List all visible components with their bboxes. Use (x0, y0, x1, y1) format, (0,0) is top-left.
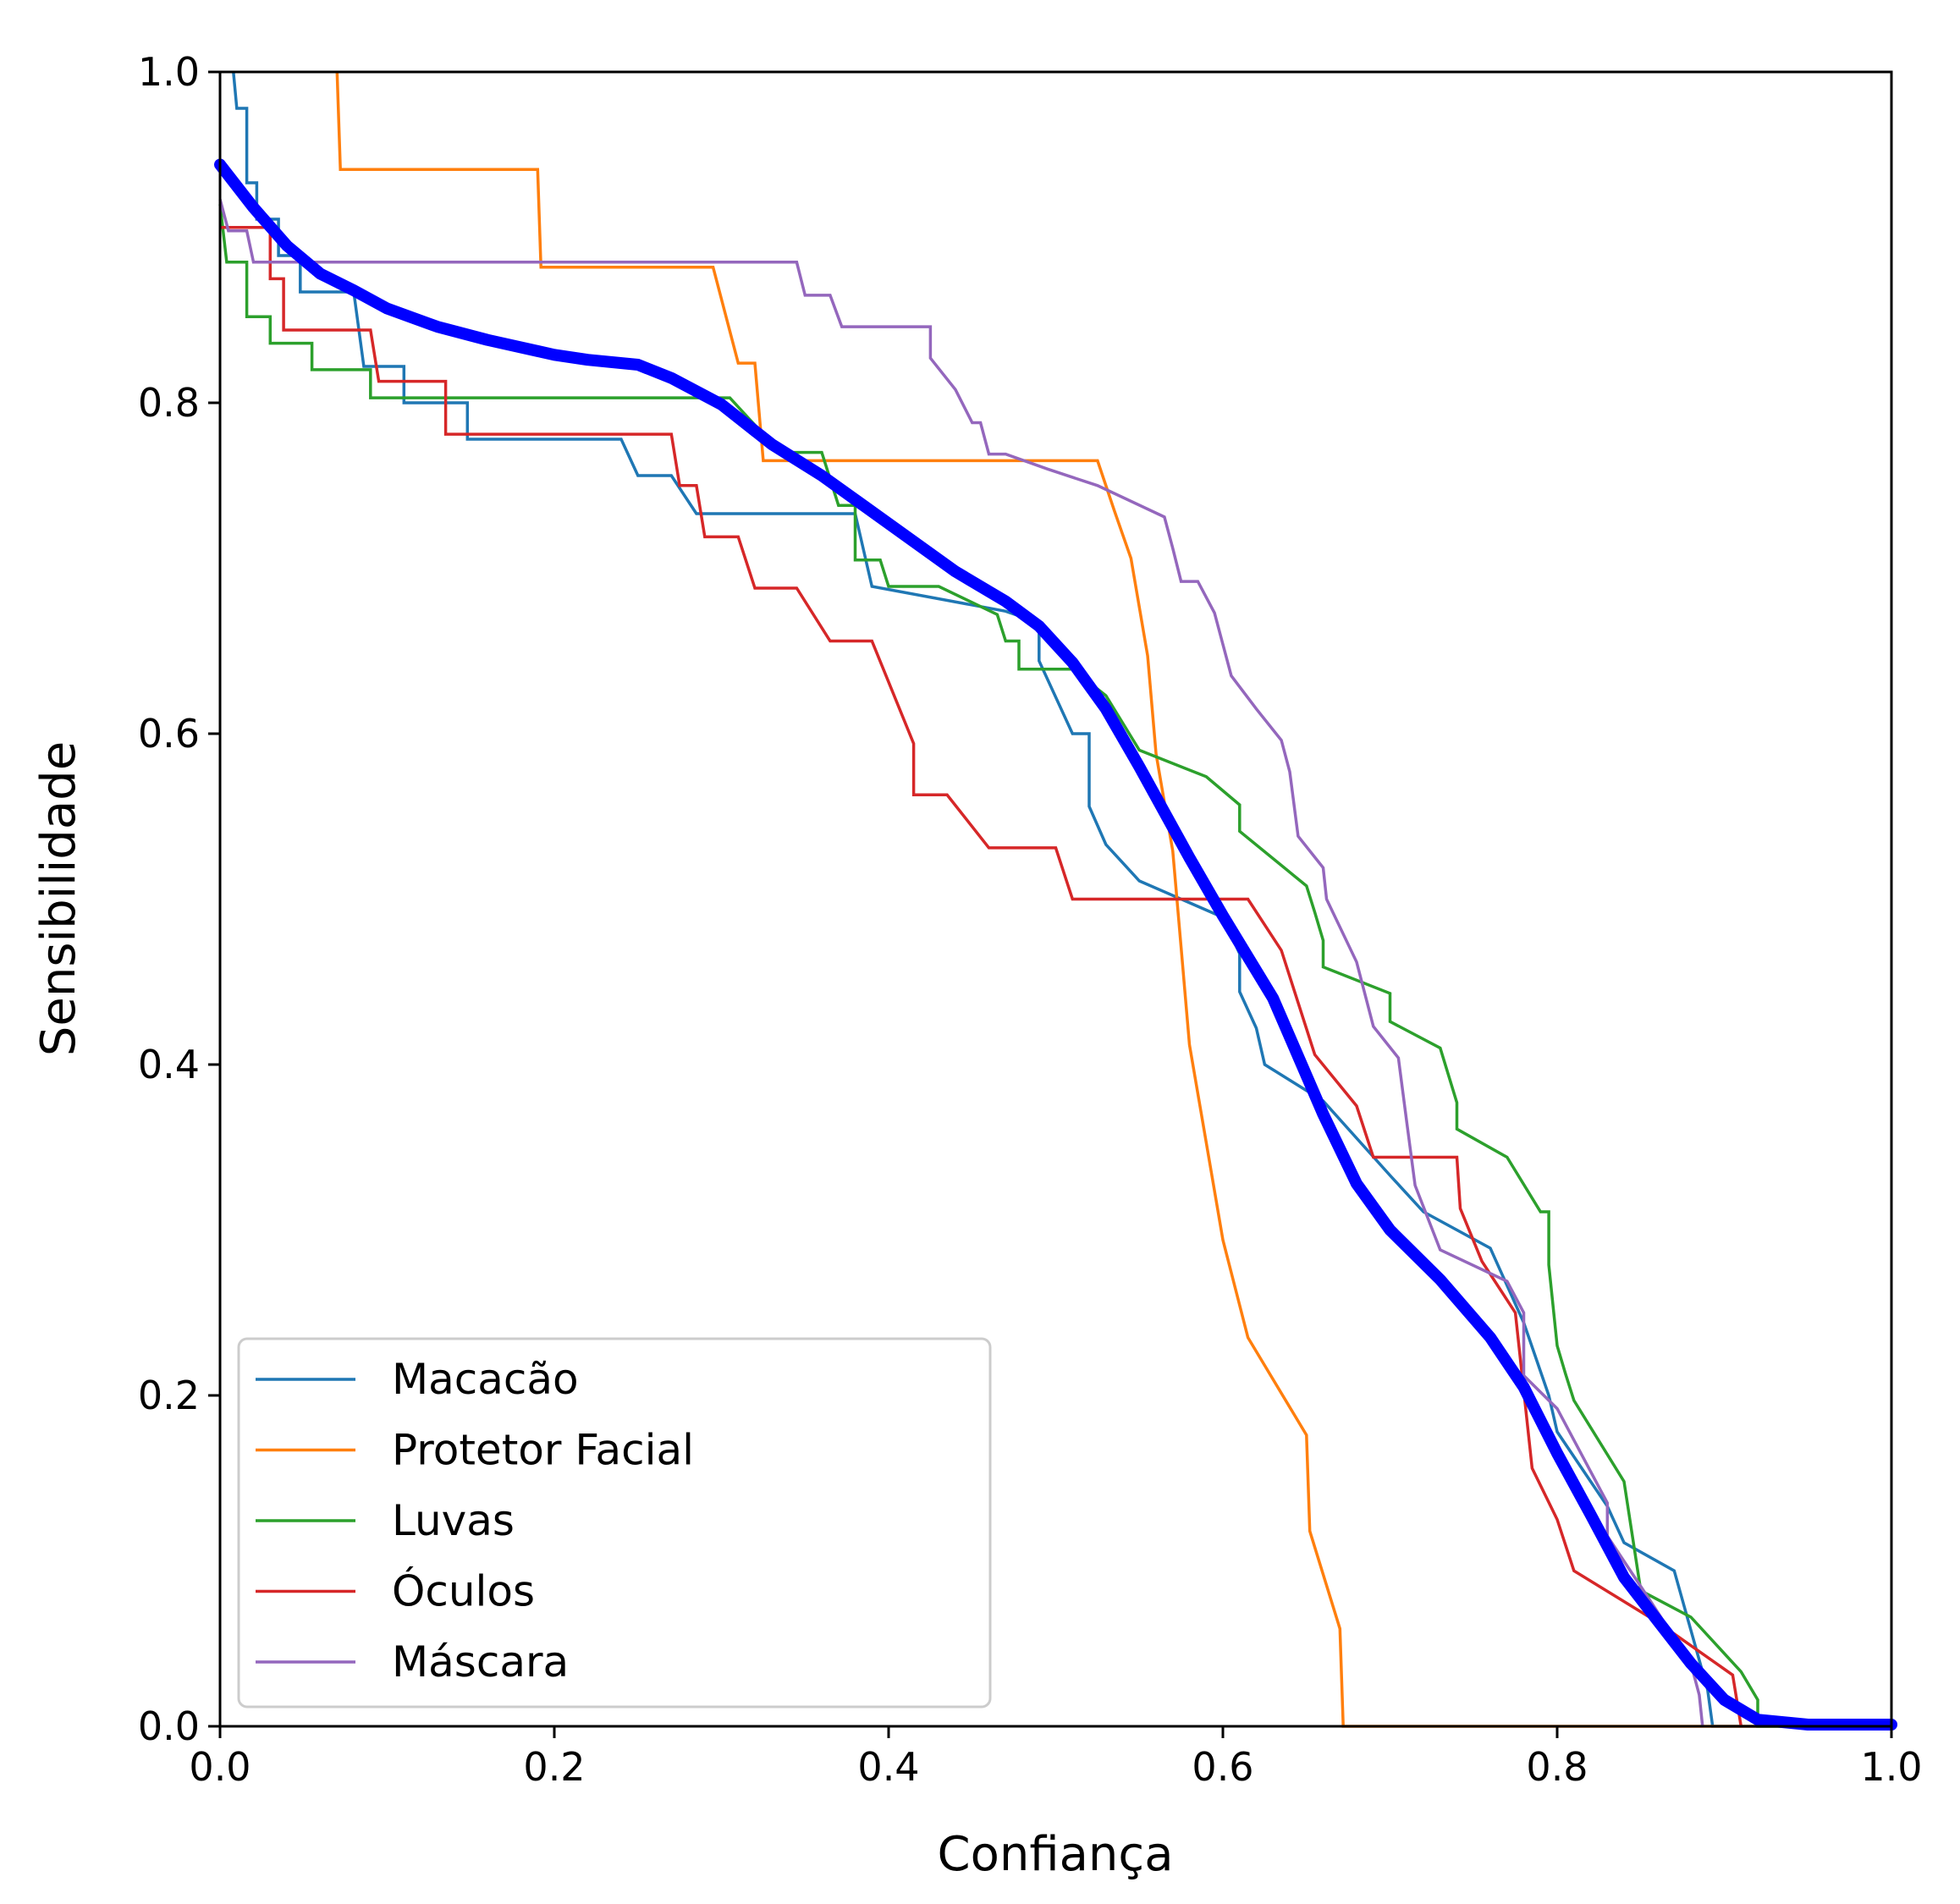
y-tick-label: 1.0 (138, 49, 200, 95)
series-line-4 (218, 199, 1704, 1727)
x-tick-label: 0.4 (857, 1744, 919, 1790)
x-tick-label: 1.0 (1860, 1744, 1922, 1790)
legend-label-3: Óculos (392, 1566, 535, 1616)
plot-frame (218, 70, 1893, 1728)
x-tick-label: 0.8 (1526, 1744, 1588, 1790)
series-line-1 (335, 71, 1891, 1728)
y-tick-label: 0.2 (138, 1373, 200, 1418)
y-tick-label: 0.0 (138, 1703, 200, 1749)
legend-label-1: Protetor Facial (392, 1426, 694, 1475)
y-tick-label: 0.4 (138, 1042, 200, 1087)
y-tick-label: 0.8 (138, 380, 200, 426)
series-line-2 (218, 204, 1891, 1728)
legend: Macacão Protetor Facial Luvas Óculos Máscara (237, 1337, 992, 1709)
average-curve-layer (214, 158, 1897, 1731)
average-curve-line (214, 158, 1897, 1731)
x-tick-label: 0.0 (189, 1744, 251, 1790)
y-axis-label: Sensibilidade (31, 741, 86, 1056)
y-tick-label: 0.6 (138, 711, 200, 757)
legend-label-2: Luvas (392, 1496, 515, 1545)
legend-label-4: Máscara (392, 1637, 569, 1687)
x-tick-label: 0.2 (523, 1744, 585, 1790)
legend-label-0: Macacão (392, 1355, 579, 1404)
series-line-3 (220, 226, 1743, 1727)
legend-box (237, 1337, 992, 1709)
x-axis-label: Confiança (937, 1827, 1173, 1882)
x-tick-label: 0.6 (1192, 1744, 1253, 1790)
y-axis-ticks: 0.0 0.2 0.4 0.6 0.8 1.0 (138, 49, 220, 1749)
x-axis-ticks: 0.0 0.2 0.4 0.6 0.8 1.0 (189, 1726, 1923, 1790)
